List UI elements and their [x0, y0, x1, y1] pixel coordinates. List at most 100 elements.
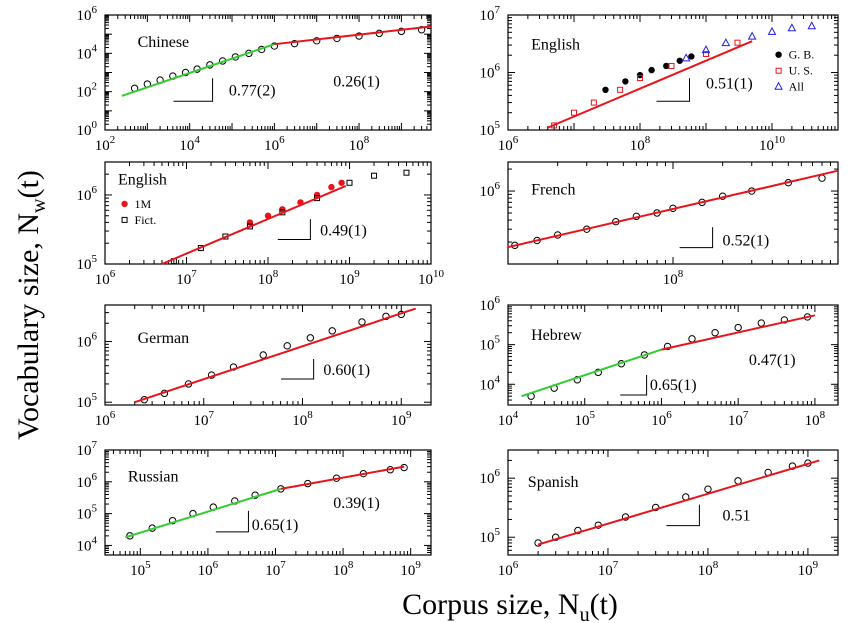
fit-line — [507, 169, 839, 249]
fit-line — [521, 348, 662, 398]
x-tick-label: 108 — [698, 559, 719, 579]
data-point — [676, 57, 683, 64]
data-point — [602, 86, 609, 94]
data-point — [681, 53, 691, 62]
panel-label: Spanish — [528, 474, 579, 491]
slope-label: 0.65(1) — [252, 517, 299, 534]
slope-label: 0.39(1) — [333, 495, 380, 512]
data-point — [290, 39, 299, 48]
data-point — [590, 99, 597, 106]
y-tick-label: 106 — [480, 180, 501, 200]
data-point — [346, 179, 353, 186]
x-tick-label: 106 — [651, 409, 672, 429]
data-point — [701, 45, 711, 54]
plot-frame — [507, 304, 839, 406]
x-tick-label: 1010 — [418, 268, 445, 288]
x-tick-label: 106 — [498, 134, 519, 154]
x-axis-label: Corpus size, Nu(t) — [402, 588, 618, 623]
legend-marker — [775, 67, 782, 74]
legend-marker — [774, 81, 783, 90]
data-point — [704, 485, 712, 493]
data-point — [787, 23, 797, 32]
y-tick-label: 105 — [77, 391, 98, 411]
panel-label: French — [531, 182, 575, 199]
panel-5: 104 105 106 107 108 104 105 106 Hebrew 0.65(1) 0.4… — [480, 294, 839, 429]
panel-label: German — [138, 330, 190, 347]
x-tick-label: 108 — [349, 134, 370, 154]
x-tick-label: 109 — [400, 559, 421, 579]
fit-line — [280, 465, 405, 490]
fit-line — [125, 487, 282, 539]
x-tick-label: 107 — [598, 559, 619, 579]
data-point — [734, 39, 741, 46]
data-point — [721, 38, 731, 47]
data-point — [283, 342, 291, 350]
data-point — [648, 66, 655, 74]
slope-guide — [656, 78, 690, 102]
x-tick-label: 107 — [728, 409, 749, 429]
data-point — [688, 53, 695, 60]
x-tick-label: 107 — [176, 268, 197, 288]
data-point — [668, 62, 675, 69]
plot-frame — [507, 449, 839, 556]
x-tick-label: 106 — [498, 559, 519, 579]
slope-label: 0.26(1) — [333, 73, 380, 90]
slope-label: 0.52(1) — [723, 233, 770, 250]
y-tick-label: 105 — [480, 334, 501, 354]
legend-label: All — [789, 80, 805, 94]
x-tick-label: 108 — [630, 134, 651, 154]
x-tick-label: 107 — [194, 409, 215, 429]
legend-label: 1M — [135, 197, 152, 211]
data-point — [734, 323, 742, 332]
fit-line — [121, 43, 275, 97]
y-tick-label: 100 — [77, 119, 98, 139]
data-point — [617, 86, 624, 93]
slope-guide — [173, 78, 214, 102]
y-tick-label: 105 — [77, 503, 98, 523]
y-tick-label: 104 — [77, 42, 98, 62]
panel-label: Russian — [128, 469, 179, 486]
x-tick-label: 106 — [95, 409, 116, 429]
x-tick-label: 104 — [179, 134, 200, 154]
data-point — [637, 75, 643, 82]
slope-label: 0.47(1) — [749, 352, 796, 369]
legend-marker — [775, 51, 782, 58]
x-tick-label: 106 — [264, 134, 285, 154]
y-tick-label: 106 — [77, 471, 98, 491]
y-tick-label: 106 — [77, 184, 98, 204]
fit-line — [537, 459, 820, 546]
data-point — [279, 206, 286, 213]
fit-line — [661, 314, 816, 351]
slope-label: 0.51(1) — [706, 76, 753, 93]
panel-label: English — [118, 171, 167, 188]
data-point — [306, 334, 315, 342]
x-tick-label: 109 — [339, 268, 360, 288]
y-axis-label: Vocabulary size, Nw(t) — [12, 170, 50, 440]
x-tick-label: 108 — [805, 409, 826, 429]
data-point — [688, 335, 696, 343]
fit-line — [161, 185, 347, 265]
panel-label: Chinese — [138, 34, 190, 51]
x-tick-label: 106 — [198, 559, 219, 579]
panel-6: 105 106 107 108 109 104 105 106 107 Russian 0.65(1… — [77, 439, 432, 579]
legend-label: U. S. — [789, 64, 813, 78]
y-tick-label: 107 — [77, 439, 98, 459]
y-tick-label: 105 — [480, 526, 501, 546]
legend-label: G. B. — [789, 48, 815, 62]
slope-guide — [679, 227, 714, 249]
x-tick-label: 108 — [663, 268, 684, 288]
y-tick-label: 105 — [77, 253, 98, 273]
slope-label: 0.51 — [723, 507, 751, 524]
x-tick-label: 108 — [258, 268, 279, 288]
data-point — [703, 50, 709, 57]
slope-guide — [215, 510, 249, 533]
legend-marker — [121, 216, 128, 223]
data-point — [397, 27, 406, 36]
y-tick-label: 106 — [77, 4, 98, 24]
data-point — [757, 319, 765, 327]
x-tick-label: 105 — [574, 409, 595, 429]
panel-2: 106 107 108 109 1010105106English0.49(1)1MFi… — [77, 161, 445, 288]
data-point — [711, 329, 719, 337]
